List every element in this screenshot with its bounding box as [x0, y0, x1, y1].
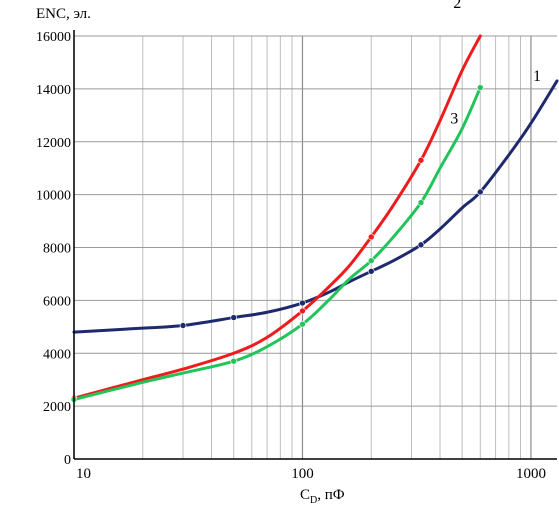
series-1-point [367, 267, 375, 275]
y-tick-label: 14000 [36, 83, 71, 98]
series-2-point [299, 307, 306, 315]
y-tick-label: 12000 [36, 136, 71, 151]
axes [73, 30, 557, 460]
curve-label-1: 1 [533, 68, 541, 85]
series-3-point [367, 257, 375, 265]
y-tick-label: 0 [64, 453, 71, 468]
x-tick-label: 1000 [516, 466, 546, 482]
y-tick-label: 8000 [43, 242, 71, 257]
y-axis-title: ENC, эл. [36, 6, 91, 22]
grid-major [73, 35, 557, 460]
series-3-point [417, 199, 425, 206]
y-tick-label: 4000 [43, 347, 71, 362]
series-2-point [367, 233, 375, 241]
series-3-point [299, 320, 306, 328]
series-1-point [179, 322, 187, 329]
series-1-point [417, 241, 425, 249]
series-layer [70, 34, 559, 403]
y-tick-label: 16000 [36, 30, 71, 45]
x-tick-label: 10 [76, 466, 91, 482]
series-3-line [72, 86, 482, 402]
x-tick-label: 100 [291, 466, 314, 482]
series-1-line [72, 79, 559, 334]
x-axis-title-sub: D [310, 495, 317, 506]
x-axis-title-main: C [300, 487, 310, 503]
series-3-point [476, 84, 484, 91]
y-tick-label: 2000 [43, 400, 71, 415]
x-axis-title: CD, пФ [300, 487, 345, 506]
y-tick-label: 6000 [43, 294, 71, 309]
y-tick-label: 10000 [36, 189, 71, 204]
curve-label-2: 2 [453, 0, 461, 12]
curve-labels: 1 2 3 [450, 0, 541, 128]
series-2-line [72, 34, 482, 400]
series-1-point [476, 188, 484, 196]
y-tick-labels: 0 2000 4000 6000 8000 10000 12000 14000 16000 [36, 30, 71, 468]
x-tick-labels: 10 100 1000 [76, 466, 546, 482]
series-3-point [230, 357, 238, 365]
series-1-point [299, 299, 306, 307]
series-2-point [417, 156, 425, 164]
x-axis-title-unit: , пФ [317, 487, 345, 503]
curve-label-3: 3 [450, 111, 458, 128]
series-1-point [230, 314, 238, 321]
